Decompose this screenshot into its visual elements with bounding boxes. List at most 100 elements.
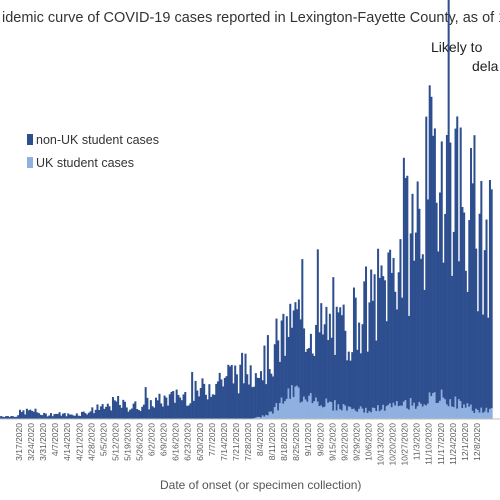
bar-uk (266, 415, 269, 419)
bar-uk (423, 404, 426, 419)
bar-non-uk (3, 417, 6, 419)
bar-non-uk (251, 387, 254, 419)
bar-non-uk (168, 394, 171, 419)
bar-non-uk (389, 249, 392, 404)
bar-non-uk (189, 403, 192, 419)
bar-non-uk (428, 85, 431, 393)
x-tick-label: 12/8/2020 (472, 423, 482, 461)
bar-non-uk (165, 397, 168, 419)
bar-non-uk (297, 299, 300, 388)
bar-non-uk (358, 322, 361, 409)
bar-non-uk (118, 405, 121, 419)
bar-non-uk (87, 412, 90, 419)
bar-non-uk (387, 252, 390, 405)
bar-non-uk (77, 415, 80, 419)
bar-non-uk (361, 324, 364, 409)
bar-non-uk (63, 413, 66, 419)
bar-non-uk (440, 141, 443, 390)
bar-non-uk (134, 401, 137, 419)
bar-non-uk (340, 315, 343, 411)
bar-non-uk (375, 340, 378, 411)
bar-non-uk (399, 239, 402, 406)
bar-uk (301, 401, 304, 419)
bar-uk (411, 405, 414, 419)
bar-non-uk (473, 135, 476, 414)
bar-uk (265, 414, 268, 419)
x-tick-label: 6/30/2020 (195, 423, 205, 461)
bar-non-uk (141, 406, 144, 419)
bar-uk (476, 409, 479, 419)
bar-uk (380, 409, 383, 419)
bar-uk (416, 406, 419, 419)
bar-uk (449, 399, 452, 419)
bar-non-uk (58, 412, 61, 419)
bar-non-uk (488, 179, 491, 409)
bar-non-uk (280, 320, 283, 398)
bar-uk (418, 401, 421, 419)
bar-uk (308, 395, 311, 419)
bar-uk (354, 410, 357, 419)
bar-non-uk (394, 291, 397, 406)
x-tick-label: 12/1/2020 (460, 423, 470, 461)
bar-non-uk (108, 406, 111, 419)
bar-non-uk (29, 409, 32, 419)
bar-non-uk (439, 192, 442, 401)
bar-non-uk (325, 306, 328, 399)
bar-uk (478, 412, 481, 419)
bar-non-uk (290, 327, 294, 386)
annotation-line: Likely to (431, 39, 483, 55)
bar-non-uk (124, 401, 127, 419)
bar-uk (361, 408, 364, 419)
bar-non-uk (346, 360, 349, 411)
bar-non-uk (287, 336, 290, 389)
bar-uk (306, 401, 309, 419)
bar-uk (297, 387, 300, 419)
bar-non-uk (65, 416, 68, 419)
bar-non-uk (91, 407, 94, 419)
bar-non-uk (397, 272, 400, 407)
bar-non-uk (1, 416, 4, 419)
bar-non-uk (185, 405, 188, 419)
bar-non-uk (115, 401, 118, 419)
bar-uk (385, 406, 388, 419)
bar-uk (426, 403, 429, 419)
bar-non-uk (337, 312, 340, 405)
bar-non-uk (392, 258, 395, 403)
bar-uk (452, 407, 455, 419)
bar-uk (320, 405, 323, 419)
bar-uk (480, 407, 483, 419)
bar-non-uk (445, 135, 448, 405)
bar-non-uk (457, 261, 460, 400)
bar-non-uk (351, 352, 354, 410)
bar-non-uk (352, 287, 355, 409)
bar-non-uk (37, 413, 40, 419)
x-tick-label: 11/3/2020 (412, 423, 422, 460)
bar-non-uk (146, 397, 149, 419)
bar-non-uk (339, 307, 342, 410)
bar-non-uk (363, 281, 366, 413)
bar-non-uk (36, 412, 39, 419)
bar-non-uk (327, 340, 330, 403)
bar-uk (327, 402, 330, 419)
bar-non-uk (8, 416, 11, 419)
bar-uk (280, 397, 283, 419)
bar-non-uk (72, 415, 75, 419)
bar-non-uk (125, 407, 128, 419)
bar-non-uk (223, 377, 226, 419)
bar-non-uk (416, 181, 419, 407)
bar-uk (328, 401, 331, 419)
bar-non-uk (75, 413, 78, 419)
bar-non-uk (51, 416, 54, 419)
bar-non-uk (179, 397, 182, 419)
bar-non-uk (430, 96, 433, 397)
bar-non-uk (86, 414, 89, 419)
x-tick-label: 7/28/2020 (243, 423, 253, 461)
bar-non-uk (411, 193, 414, 406)
x-tick-label: 4/28/2020 (86, 423, 96, 461)
bar-non-uk (421, 254, 424, 407)
x-tick-label: 10/27/2020 (400, 423, 410, 466)
x-tick-label: 9/29/2020 (351, 423, 361, 461)
bar-uk (347, 406, 350, 419)
bar-non-uk (418, 208, 421, 402)
